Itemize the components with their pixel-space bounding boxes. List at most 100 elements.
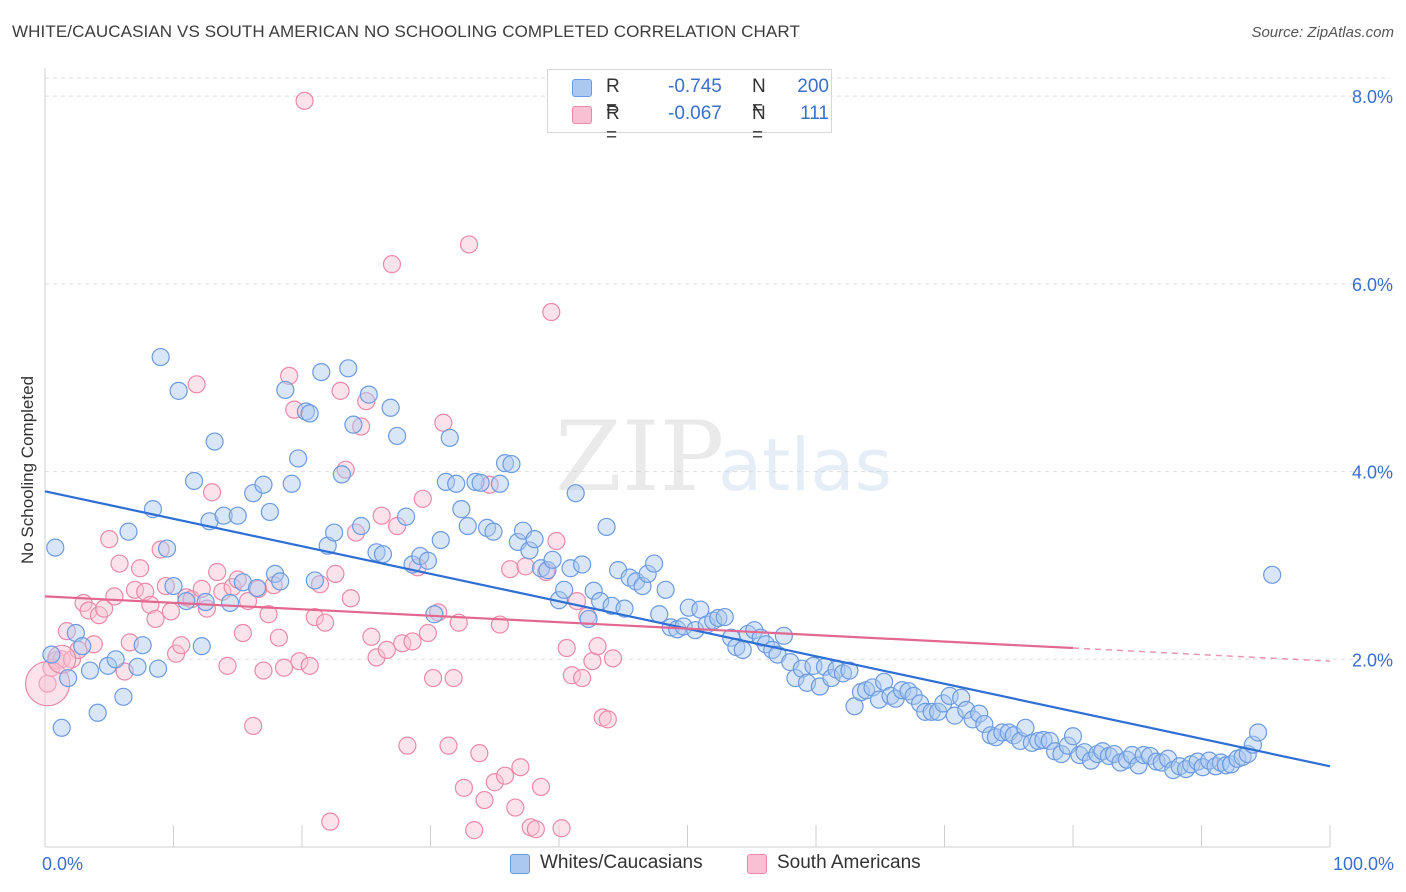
whites-point [1070,745,1089,765]
whites-point [691,600,710,619]
whites-point [73,637,92,656]
whites-point [466,472,485,492]
south-americans-point [259,605,278,624]
whites-point [881,686,900,705]
south-americans-point [280,366,299,385]
south-americans-point [156,576,175,596]
south-americans-point [274,658,294,677]
grid-lines [45,77,1390,660]
whites-point [940,686,959,705]
whites-point [254,475,273,494]
south-americans-point [57,622,76,641]
south-americans-point [542,302,561,322]
whites-point [733,640,752,660]
whites-point [1063,727,1083,746]
south-americans-points [24,91,623,840]
whites-point [792,659,811,678]
tick-labels: 2.0% 4.0% 6.0% 8.0% 0.0% 100.0% [42,87,1394,874]
south-americans-point [305,607,324,627]
whites-point [471,473,490,492]
south-americans-point [295,91,314,110]
south-americans-point [228,570,247,589]
whites-point [1040,731,1059,751]
whites-point [840,661,859,680]
whites-point [276,380,295,400]
whites-point [1022,733,1041,752]
south-americans-point [172,636,191,655]
legend-n-label: N = [752,103,766,146]
whites-point [425,605,444,624]
legend-n-label: N = [752,76,766,119]
whites-point [1193,758,1212,777]
south-americans-point [603,649,623,668]
south-americans-point [208,562,227,582]
whites-point [638,564,657,583]
south-americans-point [526,820,545,839]
south-americans-point [316,613,335,632]
south-americans-point [367,648,386,667]
south-americans-point [285,400,304,419]
x-tick-label: 100.0% [1333,854,1394,874]
whites-point [440,428,459,447]
south-americans-point [62,650,82,669]
y-tick-label: 2.0% [1352,650,1393,670]
whites-point [993,723,1012,742]
whites-point [220,593,240,613]
whites-point [344,415,363,434]
south-trend-line [44,595,1074,650]
south-americans-point [146,609,165,629]
legend-n-value: 111 [800,103,829,124]
whites-point [945,706,964,725]
whites-point [387,426,407,446]
south-americans-point [398,736,417,755]
whites-point [975,714,994,734]
whites-point [289,449,308,468]
south-americans-point [470,744,489,763]
south-americans-point [377,640,396,660]
whites-point [573,555,592,574]
south-americans-point [485,773,504,792]
south-americans-point [84,635,103,654]
whites-point [52,718,71,737]
whites-point [447,474,466,493]
whites-point [525,530,544,549]
whites-point [271,572,290,591]
whites-point [381,398,400,417]
whites-point [196,592,215,612]
axes [44,68,1331,848]
south-trend-line-dashed [1072,647,1331,662]
trend-lines [44,490,1331,768]
whites-point [543,550,562,569]
whites-point [904,686,923,705]
legend-swatch-whites [572,79,592,97]
south-americans-point [161,602,181,621]
whites-point [566,484,585,503]
whites-point [934,694,953,713]
whites-point [458,516,477,536]
whites-point [151,347,170,367]
south-americans-point [105,587,124,606]
legend-r-value: -0.067 [668,103,722,124]
south-americans-point [444,668,463,688]
whites-point [615,599,634,618]
whites-point [228,506,247,525]
y-tick-label: 6.0% [1352,275,1393,295]
whites-point [114,687,133,706]
south-americans-point [434,413,453,432]
south-americans-point [557,638,576,658]
south-americans-point [531,777,551,797]
whites-point [431,530,450,550]
whites-point [396,507,416,526]
whites-point [555,580,574,599]
south-americans-point [249,579,268,598]
whites-point [119,522,138,541]
whites-point [786,668,805,688]
whites-point [709,608,728,628]
south-americans-point [552,819,571,838]
whites-point [133,636,152,655]
south-americans-point [202,483,222,502]
legend-r-value: -0.745 [668,76,722,97]
whites-point [177,591,196,611]
whites-point [42,645,61,664]
